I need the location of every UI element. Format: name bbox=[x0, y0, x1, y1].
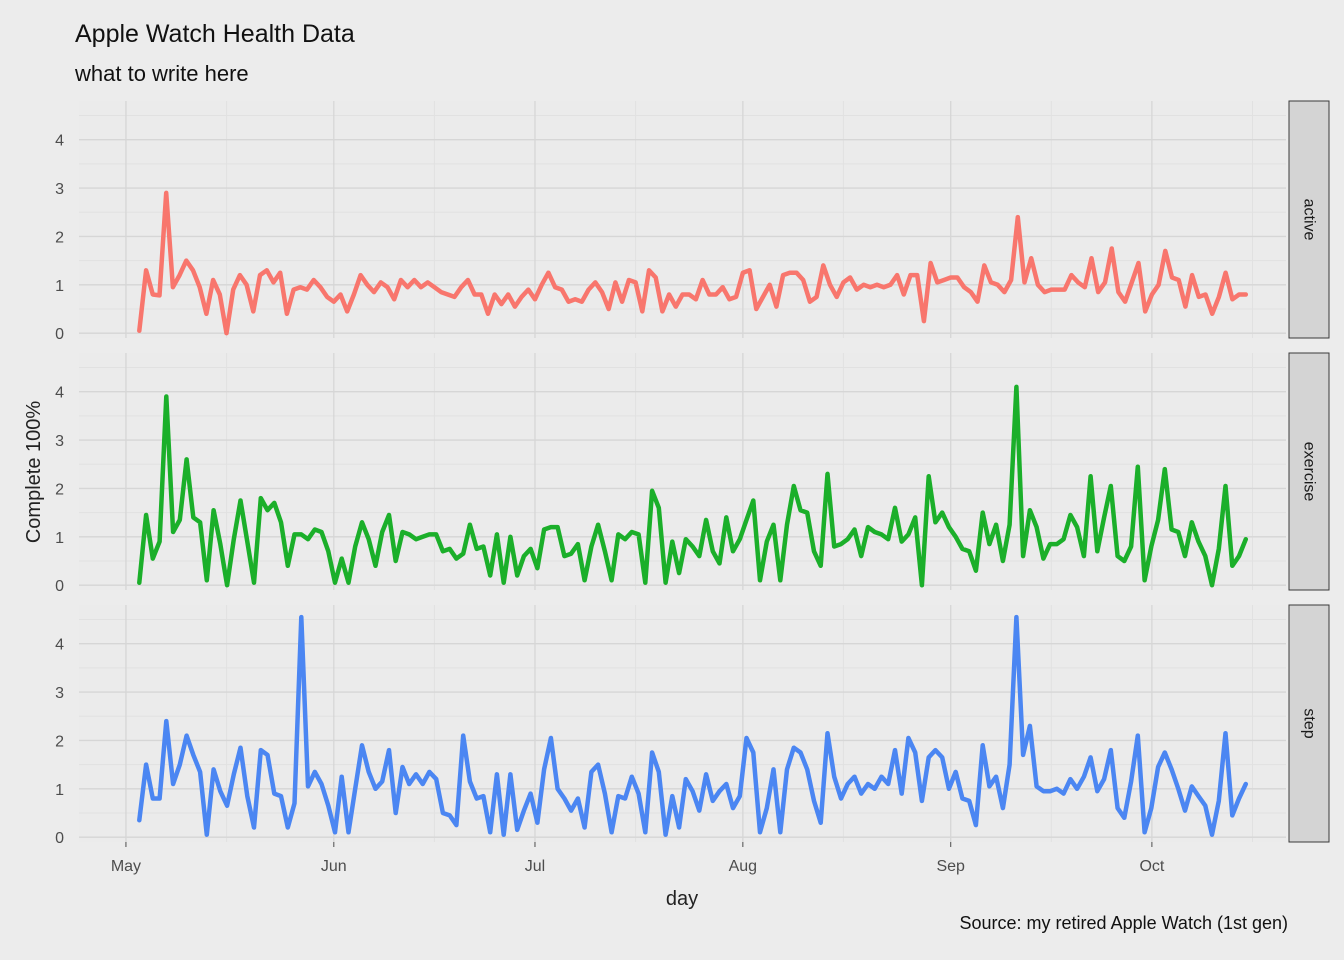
x-tick-label: Oct bbox=[1139, 858, 1164, 875]
y-axis-title: Complete 100% bbox=[23, 401, 45, 544]
y-tick-label: 2 bbox=[55, 733, 64, 750]
y-tick-label: 3 bbox=[55, 685, 64, 702]
facet-strip-exercise bbox=[1288, 352, 1330, 591]
facet-strip-label: step bbox=[1301, 708, 1318, 738]
chart-title: Apple Watch Health Data bbox=[75, 20, 355, 48]
series-line-step bbox=[137, 614, 1249, 837]
x-tick-label: Jul bbox=[525, 858, 545, 875]
y-tick-label: 4 bbox=[55, 133, 64, 150]
chart-subtitle: what to write here bbox=[75, 61, 249, 86]
x-tick-label: Aug bbox=[729, 858, 757, 875]
x-tick-label: May bbox=[111, 858, 141, 875]
series-line-exercise bbox=[137, 384, 1249, 588]
y-tick-label: 1 bbox=[55, 278, 64, 295]
series-line-active bbox=[137, 190, 1249, 336]
facet-strip-step bbox=[1288, 604, 1330, 843]
y-tick-label: 1 bbox=[55, 530, 64, 547]
x-tick-label: Jun bbox=[321, 858, 347, 875]
y-tick-label: 3 bbox=[55, 181, 64, 198]
y-tick-label: 0 bbox=[55, 578, 64, 595]
y-tick-label: 2 bbox=[55, 481, 64, 498]
x-tick-label: Sep bbox=[936, 858, 965, 875]
panel-background-active bbox=[79, 101, 1286, 338]
chart-caption: Source: my retired Apple Watch (1st gen) bbox=[959, 913, 1288, 933]
facet-panels: 0 1 2 3 4 active 0 1 2 3 4 exercise 0 1 2 3 4 step May Jun J… bbox=[55, 100, 1330, 875]
y-tick-label: 2 bbox=[55, 229, 64, 246]
y-tick-label: 4 bbox=[55, 637, 64, 654]
x-axis-title: day bbox=[666, 888, 698, 910]
facet-strip-label: exercise bbox=[1301, 442, 1318, 502]
y-tick-label: 0 bbox=[55, 830, 64, 847]
y-tick-label: 3 bbox=[55, 433, 64, 450]
y-tick-label: 4 bbox=[55, 385, 64, 402]
facet-strip-active bbox=[1288, 100, 1330, 339]
y-tick-label: 0 bbox=[55, 326, 64, 343]
y-tick-label: 1 bbox=[55, 782, 64, 799]
facet-strip-label: active bbox=[1301, 199, 1318, 241]
